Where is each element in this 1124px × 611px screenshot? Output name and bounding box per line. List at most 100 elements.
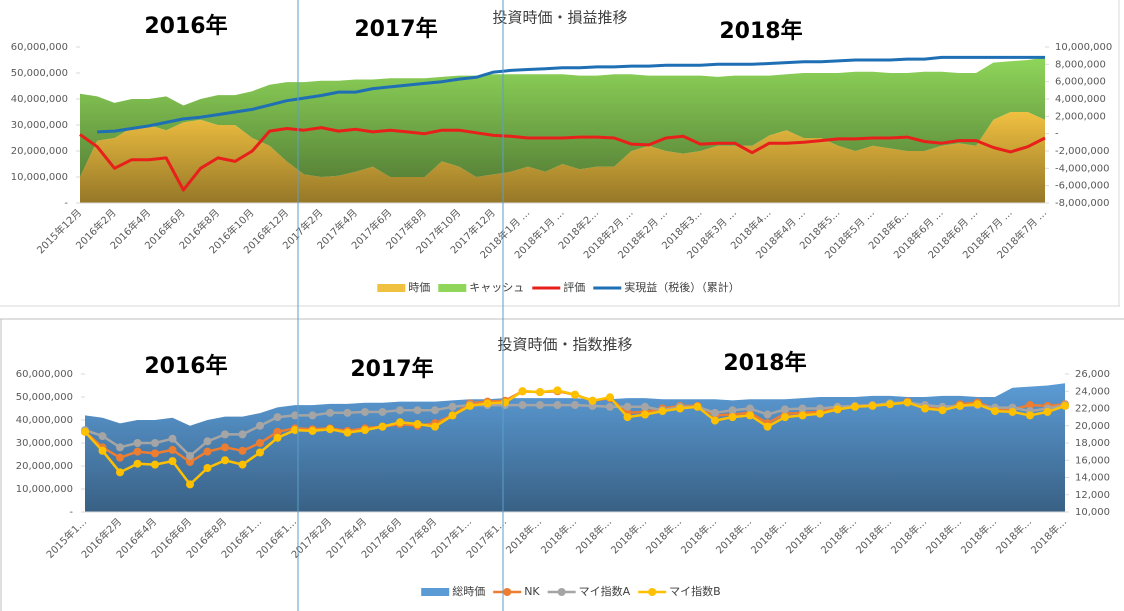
marker (326, 425, 334, 434)
y2-tick-label: 26,000 (1075, 369, 1110, 380)
marker (1008, 407, 1017, 416)
legend-item: NK (493, 585, 540, 598)
y2-tick-label: 6,000,000 (1055, 77, 1106, 88)
legend-item: マイ指数B (638, 584, 721, 598)
year-annotation: 2016年 (144, 13, 227, 39)
marker (116, 453, 124, 462)
marker (186, 457, 194, 466)
marker (781, 405, 789, 414)
marker (501, 398, 509, 407)
marker (746, 411, 754, 420)
legend-item: キャッシュ (438, 281, 524, 294)
y2-tick-label: 22,000 (1075, 404, 1110, 415)
marker (116, 468, 124, 477)
legend-swatch (438, 284, 467, 292)
marker (641, 410, 649, 419)
marker (151, 460, 159, 469)
marker (641, 402, 649, 411)
legend: 時価 キャッシュ 評価 実現益（税後）（累計） (377, 280, 740, 294)
marker (658, 407, 667, 416)
marker (1026, 411, 1034, 420)
y2-tick-label: -8,000,000 (1055, 198, 1110, 209)
marker (711, 416, 719, 425)
marker (956, 401, 964, 410)
marker (168, 434, 177, 443)
marker (116, 443, 124, 452)
legend-item: 実現益（税後）（累計） (593, 280, 740, 294)
marker (728, 406, 737, 415)
marker (308, 426, 317, 435)
marker (553, 386, 562, 395)
marker (133, 447, 142, 456)
marker (308, 411, 317, 420)
marker (746, 404, 754, 413)
legend-item: 時価 (377, 281, 430, 294)
marker (711, 408, 719, 417)
legend-swatch (421, 588, 450, 596)
marker (238, 430, 247, 439)
year-annotation: 2016年 (144, 353, 227, 379)
marker (448, 402, 457, 411)
marker (378, 422, 387, 431)
y2-tick-label: 18,000 (1075, 438, 1110, 449)
marker (623, 413, 632, 422)
legend-item: 評価 (532, 280, 585, 294)
marker (588, 396, 597, 405)
legend-item: マイ指数A (547, 584, 631, 598)
marker (571, 390, 579, 399)
marker (98, 446, 107, 455)
y2-tick-label: 2,000,000 (1055, 111, 1106, 122)
legend-label: 実現益（税後）（累計） (624, 280, 740, 294)
chart-title: 投資時価・指数推移 (497, 336, 632, 354)
marker (798, 404, 807, 413)
y-tick-label: 50,000,000 (16, 392, 73, 403)
legend-label: NK (524, 585, 540, 598)
legend-swatch (377, 284, 406, 292)
marker (256, 448, 264, 457)
y2-tick-label: -4,000,000 (1055, 163, 1110, 174)
marker (693, 402, 702, 411)
marker (518, 401, 527, 410)
marker (396, 418, 404, 427)
y-tick-label: 10,000,000 (11, 172, 68, 183)
marker (168, 445, 177, 454)
marker (571, 401, 579, 410)
marker (186, 451, 194, 460)
marker (536, 388, 544, 397)
legend-marker (503, 588, 512, 596)
marker (203, 464, 212, 473)
marker (203, 447, 212, 456)
marker (1043, 407, 1052, 416)
marker (431, 406, 439, 415)
y-tick-label: 60,000,000 (16, 369, 73, 380)
legend-marker (648, 588, 657, 596)
y2-tick-label: 24,000 (1075, 386, 1110, 397)
marker (606, 402, 614, 411)
y2-tick-label: 16,000 (1075, 455, 1110, 466)
area-shade (80, 57, 1045, 177)
y-tick-label: 10,000,000 (16, 484, 73, 495)
y-tick-label: 30,000,000 (11, 120, 68, 131)
marker (518, 387, 527, 396)
marker (133, 439, 142, 447)
marker (763, 422, 772, 431)
marker (973, 400, 982, 409)
y-tick-label: 20,000,000 (11, 146, 68, 157)
y2-tick-label: 12,000 (1075, 490, 1110, 501)
marker (343, 408, 352, 417)
marker (1061, 401, 1069, 410)
y2-tick-label: - (1055, 129, 1059, 140)
marker (291, 426, 299, 435)
legend-label: 時価 (408, 281, 430, 294)
marker (868, 401, 877, 410)
year-annotation: 2018年 (719, 18, 802, 44)
line (97, 55, 1045, 134)
y2-tick-label: -6,000,000 (1055, 181, 1110, 192)
y-tick-label: 30,000,000 (16, 438, 73, 449)
y2-tick-label: 10,000 (1075, 507, 1110, 518)
marker (221, 443, 229, 452)
legend-label: 評価 (563, 280, 585, 294)
marker (851, 402, 859, 411)
marker (763, 410, 772, 419)
